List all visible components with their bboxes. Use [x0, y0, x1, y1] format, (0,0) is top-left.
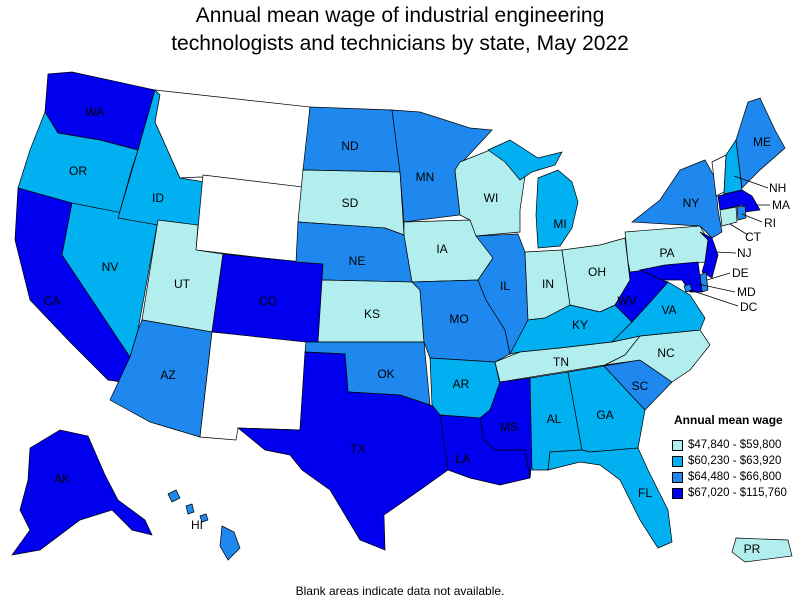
label-CO: CO — [259, 294, 277, 308]
state-NJ[interactable] — [699, 231, 719, 279]
state-MI[interactable] — [535, 169, 579, 249]
callout-line-DC — [689, 289, 739, 307]
label-HI: HI — [191, 518, 203, 532]
label-IN: IN — [542, 277, 554, 291]
label-NJ: NJ — [737, 246, 752, 260]
label-SD: SD — [342, 196, 359, 210]
callout-line-DE — [706, 272, 731, 281]
label-OH: OH — [588, 265, 606, 279]
label-TN: TN — [553, 355, 569, 369]
legend-swatch-3 — [672, 471, 683, 483]
legend-title: Annual mean wage — [674, 413, 783, 427]
label-DC: DC — [740, 300, 758, 314]
state-NM[interactable] — [199, 331, 307, 441]
label-NE: NE — [349, 254, 366, 268]
label-PR: PR — [744, 542, 761, 556]
footnote: Blank areas indicate data not available. — [295, 584, 505, 598]
label-WA: WA — [86, 105, 105, 119]
label-CT: CT — [745, 230, 762, 244]
label-AR: AR — [453, 377, 470, 391]
legend-label-4: $67,020 - $115,760 — [688, 487, 787, 499]
state-MI-upper[interactable] — [487, 139, 563, 181]
label-DE: DE — [732, 266, 749, 280]
label-MA: MA — [772, 198, 790, 212]
label-MI: MI — [553, 217, 566, 231]
label-FL: FL — [638, 486, 652, 500]
label-MS: MS — [500, 420, 518, 434]
callout-line-NH — [733, 175, 769, 189]
map-title: Annual mean wage of industrial engineeri… — [0, 2, 800, 58]
callout-line-RI — [741, 213, 763, 223]
label-WV: WV — [617, 294, 636, 308]
legend-item-1: $47,840 - $59,800 — [666, 437, 798, 453]
label-UT: UT — [174, 277, 191, 291]
label-ME: ME — [753, 135, 771, 149]
label-TX: TX — [350, 442, 365, 456]
label-PA: PA — [659, 246, 674, 260]
label-NV: NV — [102, 260, 119, 274]
title-line-2: technologists and technicians by state, … — [171, 32, 629, 55]
legend-swatch-4 — [672, 487, 683, 499]
label-IL: IL — [500, 279, 510, 293]
label-ID: ID — [152, 191, 164, 205]
state-WY[interactable] — [195, 174, 304, 263]
label-ND: ND — [341, 139, 359, 153]
legend-label-2: $60,230 - $63,920 — [688, 455, 782, 467]
legend-label-3: $64,480 - $66,800 — [688, 471, 782, 483]
label-AK: AK — [54, 472, 70, 486]
label-GA: GA — [596, 408, 613, 422]
label-VA: VA — [661, 303, 676, 317]
label-MN: MN — [416, 170, 435, 184]
callout-line-CT — [729, 223, 749, 236]
label-MO: MO — [449, 312, 468, 326]
state-FL[interactable] — [547, 447, 673, 549]
state-PR[interactable] — [731, 537, 793, 563]
label-IA: IA — [436, 242, 447, 256]
label-WI: WI — [484, 191, 499, 205]
state-NY[interactable] — [631, 159, 723, 239]
label-RI: RI — [764, 216, 776, 230]
state-labels: WA OR CA NV ID UT AZ CO ND SD NE KS OK T… — [44, 105, 790, 556]
label-LA: LA — [456, 452, 471, 466]
state-CT[interactable] — [719, 206, 738, 227]
label-OK: OK — [377, 367, 394, 381]
legend-item-4: $67,020 - $115,760 — [666, 485, 798, 501]
legend-swatch-1 — [672, 439, 683, 451]
label-OR: OR — [69, 164, 87, 178]
label-NY: NY — [683, 196, 700, 210]
title-line-1: Annual mean wage of industrial engineeri… — [195, 4, 605, 27]
state-OR[interactable] — [17, 111, 139, 219]
state-ME[interactable] — [735, 97, 786, 189]
legend-label-1: $47,840 - $59,800 — [688, 439, 782, 451]
label-NH: NH — [769, 181, 786, 195]
state-HI[interactable] — [167, 489, 241, 561]
legend-swatch-2 — [672, 455, 683, 467]
label-AZ: AZ — [160, 368, 175, 382]
callout-line-NJ — [714, 251, 737, 254]
label-KY: KY — [572, 318, 588, 332]
legend: Annual mean wage $47,840 - $59,800 $60,2… — [666, 413, 798, 501]
label-AL: AL — [547, 412, 562, 426]
label-KS: KS — [364, 307, 380, 321]
callout-line-MD — [697, 283, 736, 293]
label-SC: SC — [632, 379, 649, 393]
label-NC: NC — [657, 346, 675, 360]
state-TX[interactable] — [236, 351, 449, 551]
label-MD: MD — [737, 285, 756, 299]
state-AK[interactable] — [11, 429, 153, 556]
state-RI[interactable] — [736, 205, 747, 221]
label-CA: CA — [44, 294, 61, 308]
legend-item-3: $64,480 - $66,800 — [666, 469, 798, 485]
state-NC[interactable] — [604, 329, 711, 383]
callout-lines — [689, 175, 770, 307]
legend-item-2: $60,230 - $63,920 — [666, 453, 798, 469]
